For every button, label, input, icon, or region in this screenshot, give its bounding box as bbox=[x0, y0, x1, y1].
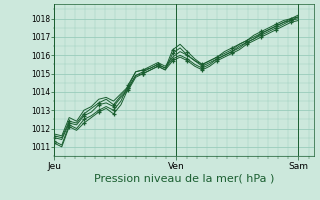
X-axis label: Pression niveau de la mer( hPa ): Pression niveau de la mer( hPa ) bbox=[94, 173, 274, 183]
